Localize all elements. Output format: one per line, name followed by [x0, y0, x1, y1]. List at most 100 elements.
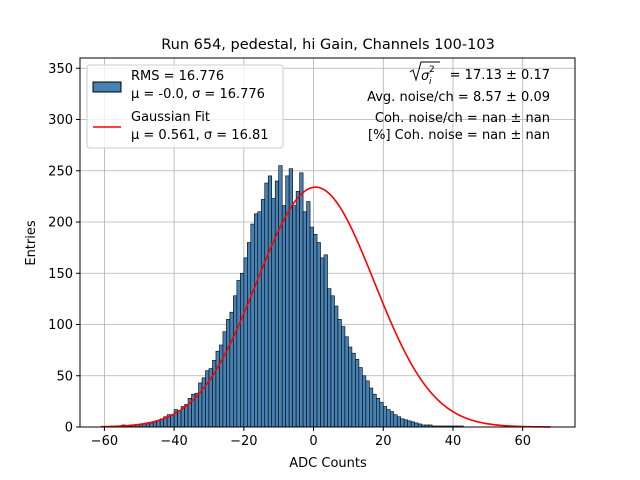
- histogram-bar: [403, 419, 408, 428]
- histogram-bar: [219, 344, 224, 428]
- annotation-block: σ i 2 = 17.13 ± 0.17 Avg. noise/ch = 8.5…: [367, 61, 550, 143]
- histogram-bar: [358, 367, 363, 428]
- histogram-bar: [351, 352, 356, 428]
- histogram-bar: [177, 410, 182, 428]
- total-noise-annotation: = 17.13 ± 0.17: [450, 68, 550, 83]
- legend-box: [86, 64, 284, 149]
- x-axis-label: ADC Counts: [289, 456, 367, 471]
- x-tick-label: 0: [309, 434, 317, 449]
- coh-noise-annotation: Coh. noise/ch = nan ± nan: [375, 111, 550, 126]
- y-tick-label: 200: [48, 216, 73, 231]
- histogram-bar: [379, 402, 384, 428]
- y-tick-label: 350: [48, 62, 73, 77]
- gaussian-fit-curve: [100, 186, 551, 428]
- y-axis: 0 50 100 150 200 250 300 350: [48, 62, 80, 436]
- histogram-bar: [243, 257, 248, 428]
- sqrt-radicand: σ: [421, 69, 430, 84]
- histogram-bar: [281, 205, 286, 428]
- y-tick-label: 50: [56, 369, 73, 384]
- histogram-bar: [407, 420, 412, 428]
- histogram-bar: [302, 211, 307, 428]
- histogram-bar: [198, 382, 203, 428]
- histogram-bar: [355, 359, 360, 428]
- histogram-bar: [306, 201, 311, 428]
- histogram-bar: [337, 319, 342, 428]
- x-tick-label: −20: [230, 434, 257, 449]
- histogram-bar: [386, 409, 391, 428]
- sqrt-sigma-symbol: σ i 2: [409, 61, 440, 87]
- histogram-bar: [149, 422, 154, 428]
- histogram-bar: [400, 418, 405, 428]
- coh-noise-percent-annotation: [%] Coh. noise = nan ± nan: [368, 128, 550, 143]
- x-axis: −60 −40 −20 0 20 40 60: [91, 427, 531, 449]
- y-tick-label: 100: [48, 318, 73, 333]
- legend-histogram-label: RMS = 16.776: [131, 69, 224, 84]
- histogram-bar: [236, 280, 241, 428]
- histogram-bar: [205, 370, 210, 428]
- histogram-bar: [240, 272, 245, 428]
- histogram-bar: [299, 172, 304, 428]
- histogram-bar: [327, 288, 332, 428]
- legend-histogram-swatch: [92, 81, 122, 93]
- histogram-bar: [410, 421, 415, 428]
- histogram-bar: [344, 336, 349, 428]
- histogram-bar: [254, 213, 259, 428]
- histogram-bar: [152, 421, 157, 428]
- y-tick-label: 150: [48, 267, 73, 282]
- histogram-bar: [334, 305, 339, 428]
- histogram-bar: [226, 319, 231, 428]
- sqrt-sign: [409, 61, 440, 82]
- sqrt-superscript: 2: [429, 65, 435, 75]
- x-tick-label: 20: [375, 434, 392, 449]
- histogram-bar: [292, 205, 297, 428]
- histogram-bar: [271, 198, 276, 428]
- histogram-bar: [278, 165, 283, 428]
- y-tick-label: 250: [48, 164, 73, 179]
- x-tick-label: −60: [91, 434, 118, 449]
- histogram-bar: [389, 411, 395, 428]
- histogram-bar: [260, 199, 266, 428]
- histogram-bar: [348, 346, 353, 428]
- histogram-bar: [274, 180, 279, 428]
- histogram-bar: [330, 295, 335, 428]
- avg-noise-annotation: Avg. noise/ch = 8.57 ± 0.09: [367, 90, 550, 105]
- histogram-bar: [201, 377, 206, 428]
- histogram-bar: [375, 397, 381, 428]
- x-tick-label: 40: [445, 434, 462, 449]
- chart-title: Run 654, pedestal, hi Gain, Channels 100…: [161, 37, 495, 53]
- histogram-bar: [267, 175, 273, 428]
- y-axis-label: Entries: [24, 220, 39, 266]
- x-tick-label: −40: [160, 434, 187, 449]
- histogram-bar: [316, 242, 321, 428]
- histogram-bar: [414, 422, 419, 428]
- histogram-bar: [320, 257, 325, 428]
- histogram-bar: [323, 254, 328, 428]
- histogram-bar: [341, 326, 346, 428]
- legend-fit-label: Gaussian Fit: [131, 110, 210, 125]
- legend: RMS = 16.776 μ = -0.0, σ = 16.776 Gaussi…: [86, 64, 284, 149]
- sqrt-subscript: i: [429, 77, 432, 87]
- y-tick-label: 300: [48, 113, 73, 128]
- histogram-bar: [396, 416, 402, 428]
- histogram-bar: [369, 387, 374, 428]
- y-tick-label: 0: [65, 421, 73, 436]
- x-tick-label: 60: [514, 434, 531, 449]
- histogram-bar: [382, 406, 388, 428]
- histogram-bar: [295, 190, 300, 428]
- histogram-bar: [250, 223, 255, 428]
- histogram-bar: [362, 375, 367, 428]
- histogram-bar: [257, 211, 262, 428]
- histogram-bar: [170, 414, 175, 428]
- plot-frame: [79, 57, 576, 428]
- histogram-bar: [156, 420, 161, 428]
- histogram-bar: [247, 242, 252, 428]
- legend-fit-stats: μ = 0.561, σ = 16.81: [131, 128, 269, 143]
- histogram-bar: [313, 234, 318, 428]
- histogram-bar: [365, 380, 370, 428]
- histogram-bar: [264, 182, 269, 428]
- histogram-bar: [222, 331, 227, 428]
- histogram-bar: [215, 350, 220, 428]
- histogram-bar: [229, 311, 234, 428]
- legend-histogram-stats: μ = -0.0, σ = 16.776: [131, 87, 265, 102]
